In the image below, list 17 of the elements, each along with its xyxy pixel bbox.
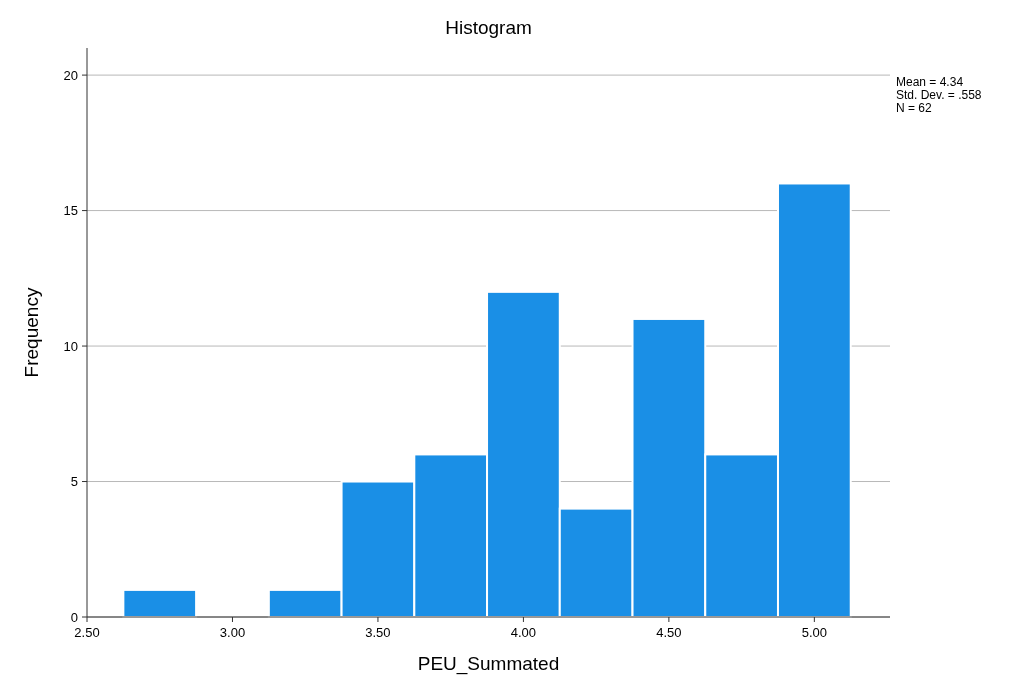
y-tick-label: 0 bbox=[70, 609, 78, 625]
x-tick-label: 3.00 bbox=[219, 625, 246, 640]
text: N = 62 bbox=[896, 101, 933, 115]
x-tick-label: 4.00 bbox=[510, 625, 537, 640]
chart-title: Histogram bbox=[445, 17, 532, 38]
x-tick-label: 5.00 bbox=[801, 625, 828, 640]
y-tick-label: 5 bbox=[70, 474, 78, 490]
y-tick-label: 15 bbox=[63, 203, 78, 219]
y-axis-title: Frequency bbox=[21, 287, 42, 378]
x-tick-label: 4.50 bbox=[656, 625, 682, 640]
y-tick-label: 10 bbox=[63, 338, 78, 354]
x-tick-label: 3.50 bbox=[365, 625, 391, 640]
y-tick-label: 20 bbox=[63, 67, 78, 83]
text: Mean = 4.34 bbox=[896, 75, 964, 89]
x-tick-label: 2.50 bbox=[74, 625, 100, 640]
x-axis-title: PEU_Summated bbox=[417, 653, 560, 675]
text: Std. Dev. = .558 bbox=[896, 88, 982, 102]
